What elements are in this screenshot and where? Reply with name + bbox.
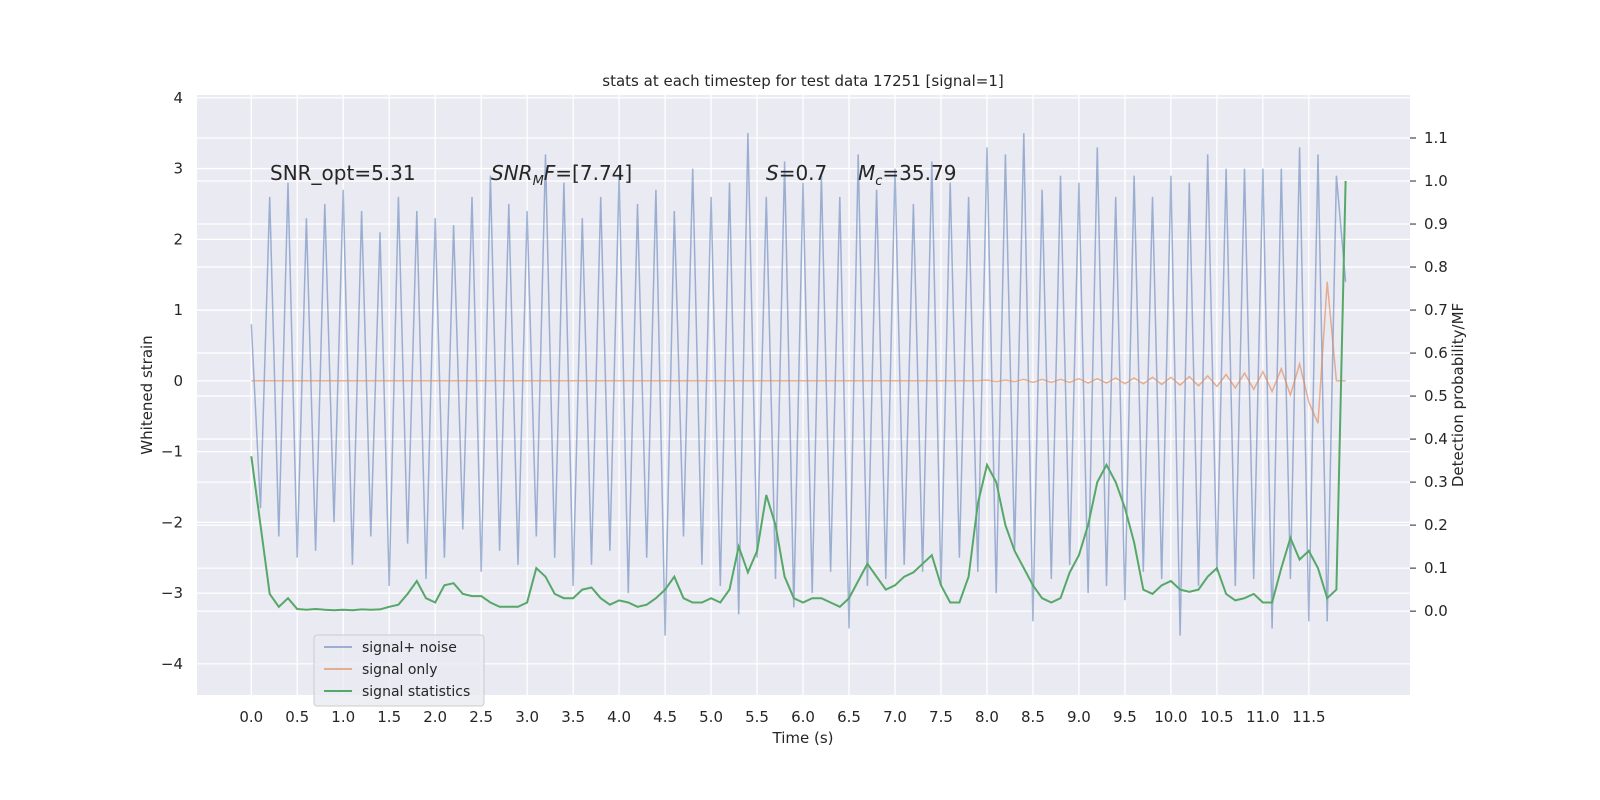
y-tick-label: 3 <box>173 160 183 178</box>
y2-tick-label: 0.0 <box>1424 602 1448 620</box>
y2-tick-label: 0.8 <box>1424 258 1448 276</box>
y-tick-label: 2 <box>173 230 183 248</box>
series-line <box>250 180 1347 612</box>
y-tick-label: −1 <box>161 443 183 461</box>
legend-label: signal statistics <box>362 684 470 700</box>
annotation-run: SNR <box>491 161 533 185</box>
annotation-run: M <box>858 161 875 185</box>
x-axis-label: Time (s) <box>772 729 834 747</box>
legend-box <box>313 634 485 707</box>
x-tick-label: 2.5 <box>469 708 493 726</box>
series-line <box>250 133 1347 636</box>
y2-tick-label: 0.9 <box>1424 215 1448 233</box>
y2-tick-label: 1.1 <box>1424 129 1448 147</box>
annotation-run: M <box>533 174 544 189</box>
y-tick-label: −2 <box>161 513 183 531</box>
y2-tick-label: 1.0 <box>1424 172 1448 190</box>
x-tick-label: 6.0 <box>791 708 815 726</box>
y2-tick-label: 0.2 <box>1424 516 1448 534</box>
y-tick-label: 1 <box>173 301 183 319</box>
y-tick-label: 0 <box>173 372 183 390</box>
x-tick-label: 3.0 <box>515 708 539 726</box>
x-tick-label: 6.5 <box>837 708 861 726</box>
x-tick-label: 9.5 <box>1113 708 1137 726</box>
y2-tick-label: 0.3 <box>1424 473 1448 491</box>
chart-title: stats at each timestep for test data 172… <box>602 72 1003 90</box>
annotation: SNRMF=[7.74] <box>491 161 632 189</box>
y2-tick-label: 0.5 <box>1424 387 1448 405</box>
annotation: S=0.7 <box>766 161 827 185</box>
series-line <box>251 281 1346 424</box>
annotation: SNR_opt=5.31 <box>270 161 416 185</box>
x-tick-label: 7.0 <box>883 708 907 726</box>
x-tick-label: 1.0 <box>331 708 355 726</box>
x-tick-label: 4.5 <box>653 708 677 726</box>
y2-tick-label: 0.7 <box>1424 301 1448 319</box>
x-tick-label: 5.0 <box>699 708 723 726</box>
x-tick-label: 8.5 <box>1021 708 1045 726</box>
x-tick-label: 8.0 <box>975 708 999 726</box>
x-tick-label: 0.5 <box>285 708 309 726</box>
x-tick-label: 2.0 <box>423 708 447 726</box>
y-tick-label: −4 <box>161 655 183 673</box>
legend-label: signal only <box>362 662 437 678</box>
x-tick-label: 10.0 <box>1154 708 1187 726</box>
y-tick-label: −3 <box>161 584 183 602</box>
annotation-run: F <box>544 161 556 185</box>
y-tick-label: 4 <box>173 89 183 107</box>
annotation-run: S <box>766 161 779 185</box>
x-tick-label: 11.0 <box>1246 708 1279 726</box>
y-axis-label: Whitened strain <box>138 335 156 454</box>
annotation-run: =0.7 <box>779 161 828 185</box>
annotation: Mc=35.79 <box>858 161 956 189</box>
x-tick-label: 4.0 <box>607 708 631 726</box>
x-tick-label: 7.5 <box>929 708 953 726</box>
x-tick-label: 3.5 <box>561 708 585 726</box>
x-tick-label: 11.5 <box>1292 708 1325 726</box>
annotation-run: =[7.74] <box>555 161 632 185</box>
x-tick-label: 10.5 <box>1200 708 1233 726</box>
x-tick-label: 1.5 <box>377 708 401 726</box>
x-tick-label: 9.0 <box>1067 708 1091 726</box>
annotation-run: =35.79 <box>882 161 956 185</box>
y2-tick-label: 0.6 <box>1424 344 1448 362</box>
y2-axis-label: Detection probability/MF <box>1449 303 1467 487</box>
y2-tick-label: 0.4 <box>1424 430 1448 448</box>
x-tick-label: 0.0 <box>239 708 263 726</box>
legend-label: signal+ noise <box>362 640 457 656</box>
x-tick-label: 5.5 <box>745 708 769 726</box>
annotation-run: SNR_opt=5.31 <box>270 161 416 185</box>
y2-tick-label: 0.1 <box>1424 559 1448 577</box>
annotation-run: c <box>875 174 882 189</box>
